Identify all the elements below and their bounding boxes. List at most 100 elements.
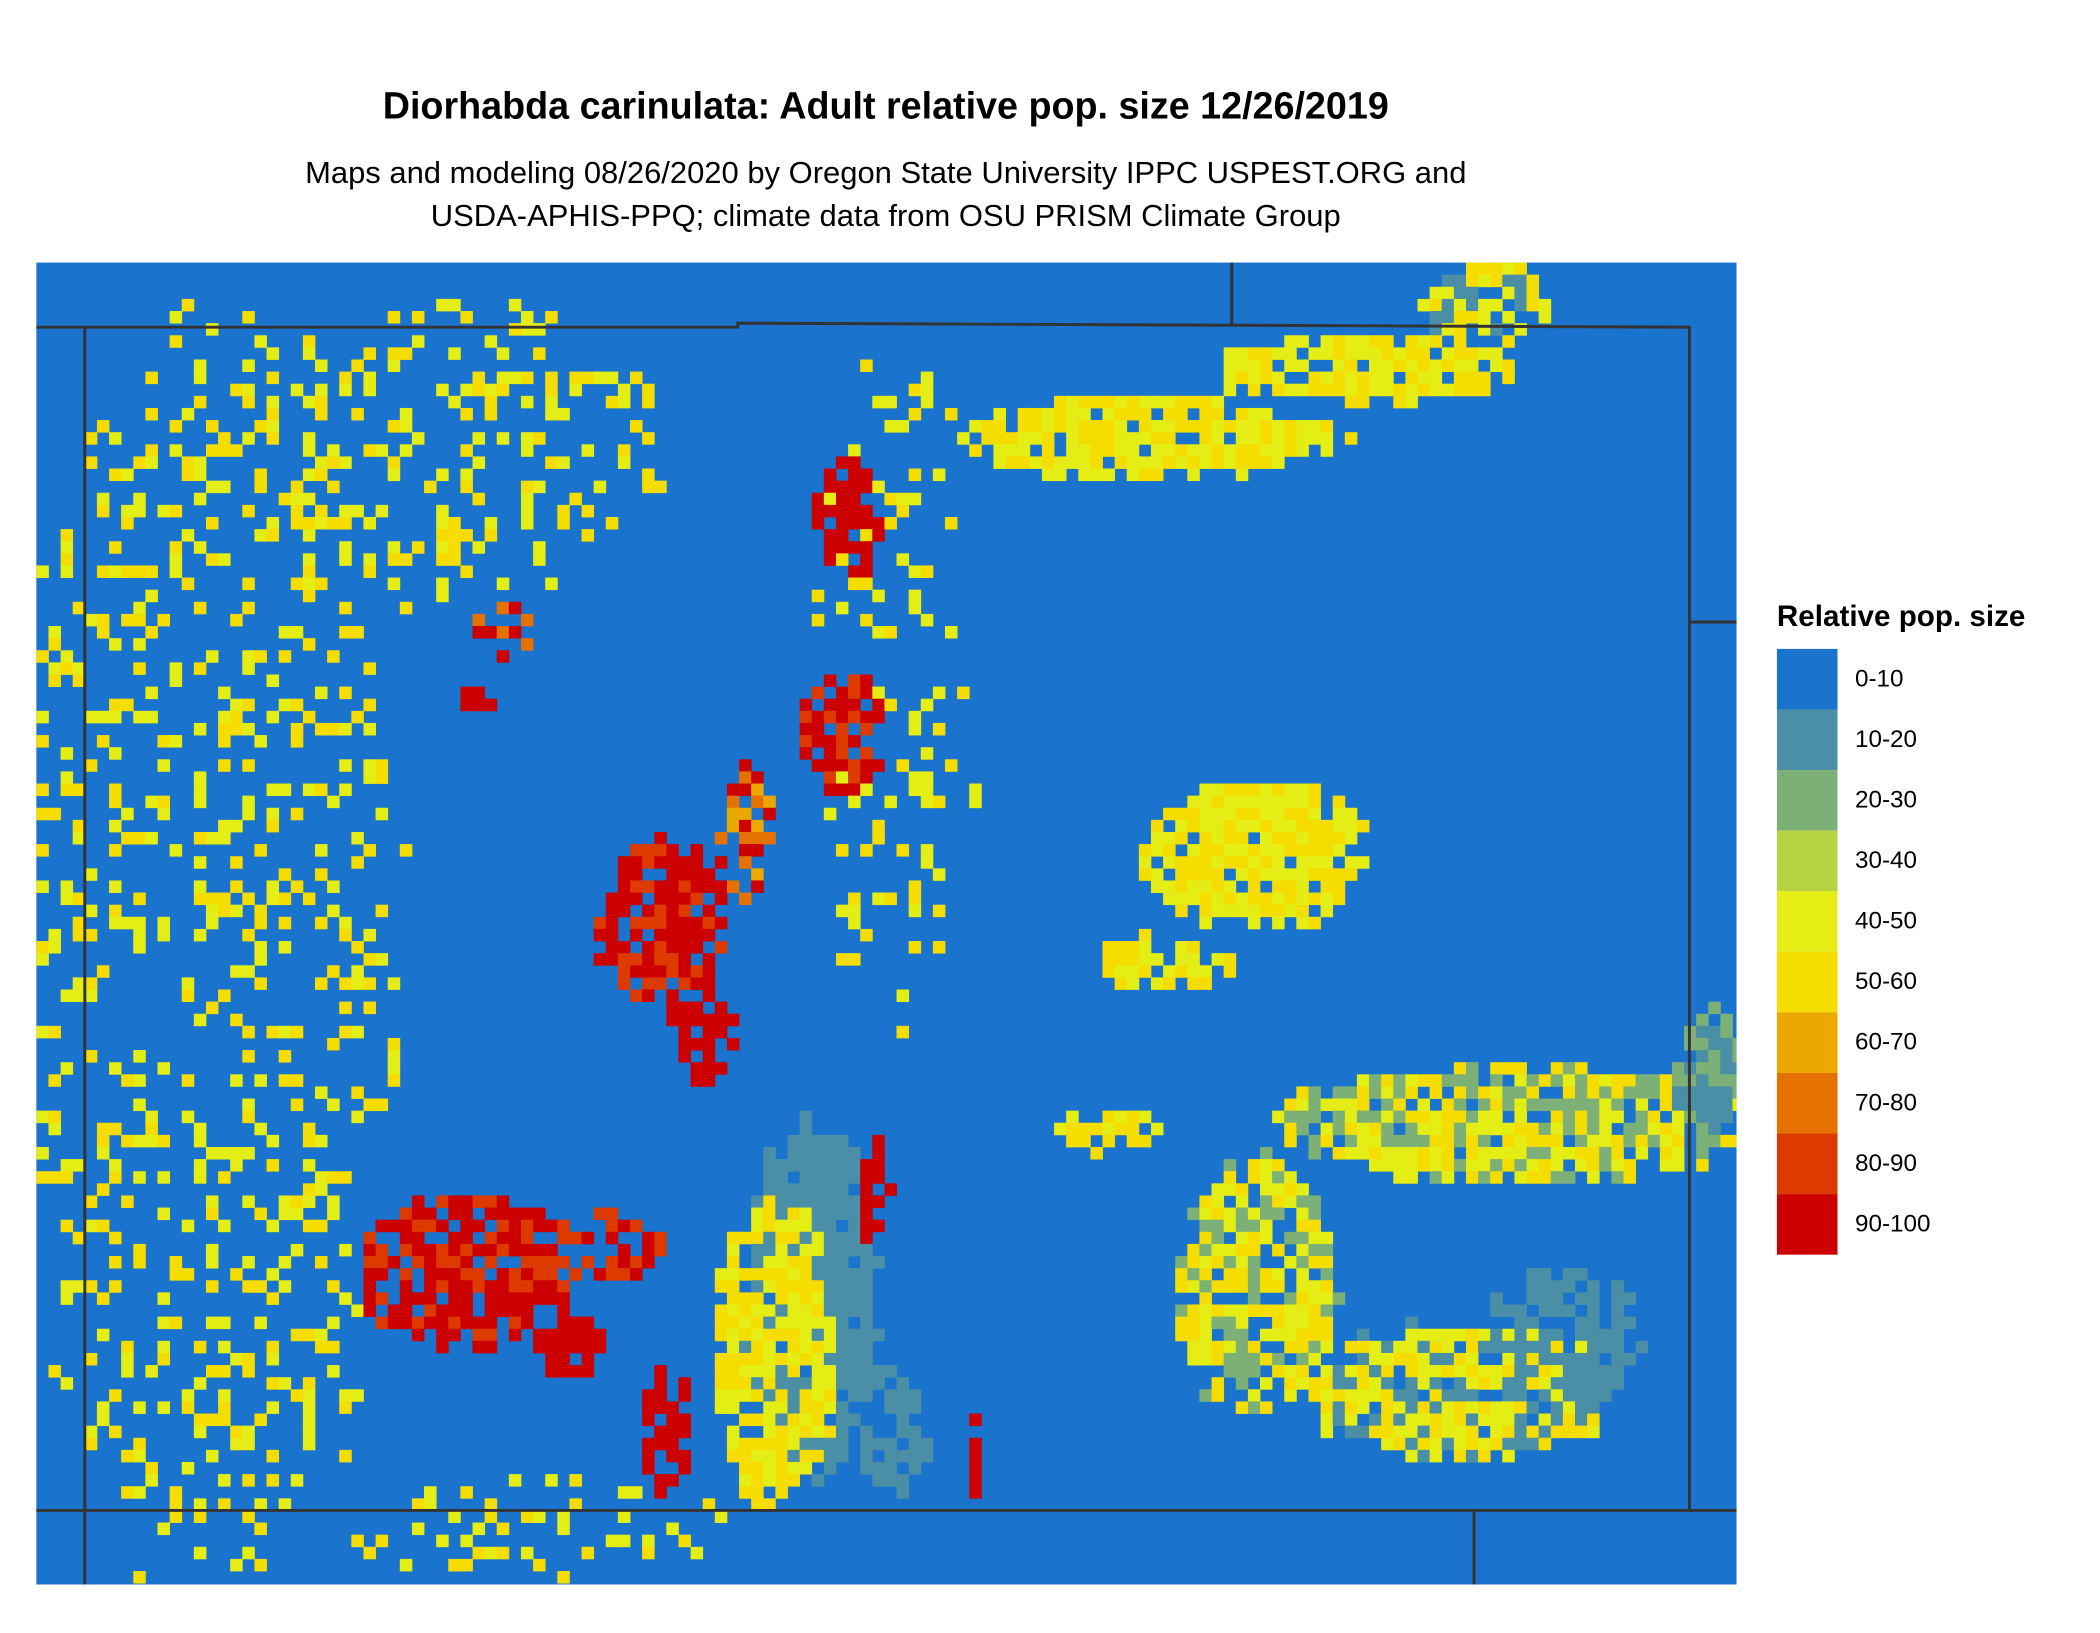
raster-cell — [787, 1449, 801, 1463]
raster-cell — [811, 1195, 825, 1208]
raster-cell — [751, 831, 764, 845]
raster-cell — [751, 1340, 764, 1354]
raster-cell — [1126, 444, 1140, 457]
raster-cell — [1260, 1195, 1273, 1208]
raster-cell — [145, 1122, 158, 1136]
raster-cell — [1199, 1340, 1212, 1354]
raster-cell — [1635, 1340, 1649, 1354]
raster-cell — [496, 1219, 510, 1233]
raster-cell — [799, 710, 813, 724]
raster-cell — [96, 710, 110, 724]
raster-cell — [109, 565, 122, 578]
raster-cell — [920, 747, 934, 760]
raster-cell — [1272, 783, 1285, 797]
raster-cell — [1211, 892, 1225, 906]
raster-cell — [1344, 1401, 1358, 1414]
raster-cell — [545, 407, 558, 421]
raster-cell — [1272, 831, 1285, 845]
raster-cell — [1502, 262, 1515, 276]
raster-cell — [351, 941, 364, 954]
raster-cell — [860, 565, 873, 578]
raster-cell — [1211, 1219, 1225, 1233]
raster-cell — [1381, 383, 1394, 397]
raster-cell — [1538, 1340, 1552, 1354]
raster-cell — [193, 371, 207, 385]
raster-cell — [1369, 1074, 1382, 1087]
raster-cell — [496, 347, 510, 360]
raster-cell — [1453, 1401, 1467, 1414]
raster-cell — [1041, 456, 1055, 469]
raster-cell — [763, 1268, 776, 1281]
raster-cell — [1260, 795, 1273, 809]
raster-cell — [775, 1377, 788, 1390]
raster-cell — [218, 710, 231, 724]
raster-cell — [436, 553, 449, 566]
raster-cell — [1344, 807, 1358, 821]
raster-cell — [1247, 407, 1261, 421]
raster-cell — [690, 1013, 704, 1027]
raster-cell — [642, 383, 655, 397]
raster-cell — [1247, 1401, 1261, 1414]
raster-cell — [630, 1486, 643, 1499]
raster-cell — [460, 480, 473, 494]
raster-cell — [969, 1413, 982, 1427]
raster-cell — [266, 1219, 280, 1233]
raster-cell — [230, 965, 243, 978]
raster-cell — [1369, 335, 1382, 348]
raster-cell — [545, 1280, 558, 1293]
raster-cell — [714, 1001, 728, 1015]
raster-cell — [835, 1195, 849, 1208]
raster-cell — [1417, 359, 1431, 372]
raster-cell — [920, 844, 934, 857]
raster-cell — [1114, 953, 1128, 966]
raster-cell — [787, 1413, 801, 1427]
raster-cell — [1599, 1110, 1612, 1124]
raster-cell — [1344, 371, 1358, 385]
raster-cell — [1005, 444, 1019, 457]
raster-cell — [1502, 1304, 1515, 1317]
raster-cell — [605, 892, 619, 906]
raster-cell — [545, 1256, 558, 1269]
raster-cell — [860, 1231, 873, 1245]
raster-cell — [460, 1243, 473, 1257]
raster-cell — [1260, 1146, 1273, 1160]
raster-cell — [169, 553, 183, 566]
raster-cell — [1284, 892, 1297, 906]
raster-cell — [1465, 298, 1479, 312]
raster-cell — [205, 1365, 219, 1378]
raster-cell — [1417, 1122, 1431, 1136]
raster-cell — [72, 977, 86, 990]
raster-cell — [714, 916, 728, 930]
raster-cell — [835, 1316, 849, 1330]
raster-cell — [1514, 1401, 1527, 1414]
raster-cell — [678, 1001, 691, 1015]
raster-cell — [1393, 1389, 1406, 1402]
raster-cell — [1356, 1389, 1370, 1402]
raster-cell — [1562, 1122, 1576, 1136]
raster-cell — [1659, 1159, 1673, 1172]
raster-cell — [1611, 1328, 1624, 1342]
raster-cell — [520, 1256, 534, 1269]
raster-cell — [775, 1243, 788, 1257]
raster-cell — [1247, 456, 1261, 469]
raster-cell — [569, 1268, 582, 1281]
raster-cell — [1126, 965, 1140, 978]
raster-cell — [726, 1425, 740, 1439]
raster-cell — [848, 771, 861, 784]
raster-cell — [678, 904, 691, 918]
raster-cell — [1599, 1122, 1612, 1136]
raster-cell — [1223, 1159, 1237, 1172]
raster-cell — [823, 1159, 837, 1172]
raster-cell — [1623, 1352, 1636, 1366]
raster-cell — [908, 492, 922, 506]
raster-cell — [96, 613, 110, 627]
raster-cell — [1211, 444, 1225, 457]
raster-cell — [60, 989, 74, 1002]
raster-cell — [60, 553, 74, 566]
raster-cell — [605, 395, 619, 409]
raster-cell — [278, 1498, 292, 1511]
raster-cell — [1381, 1352, 1394, 1366]
raster-cell — [1223, 371, 1237, 385]
raster-cell — [787, 1159, 801, 1172]
raster-cell — [678, 1013, 691, 1027]
